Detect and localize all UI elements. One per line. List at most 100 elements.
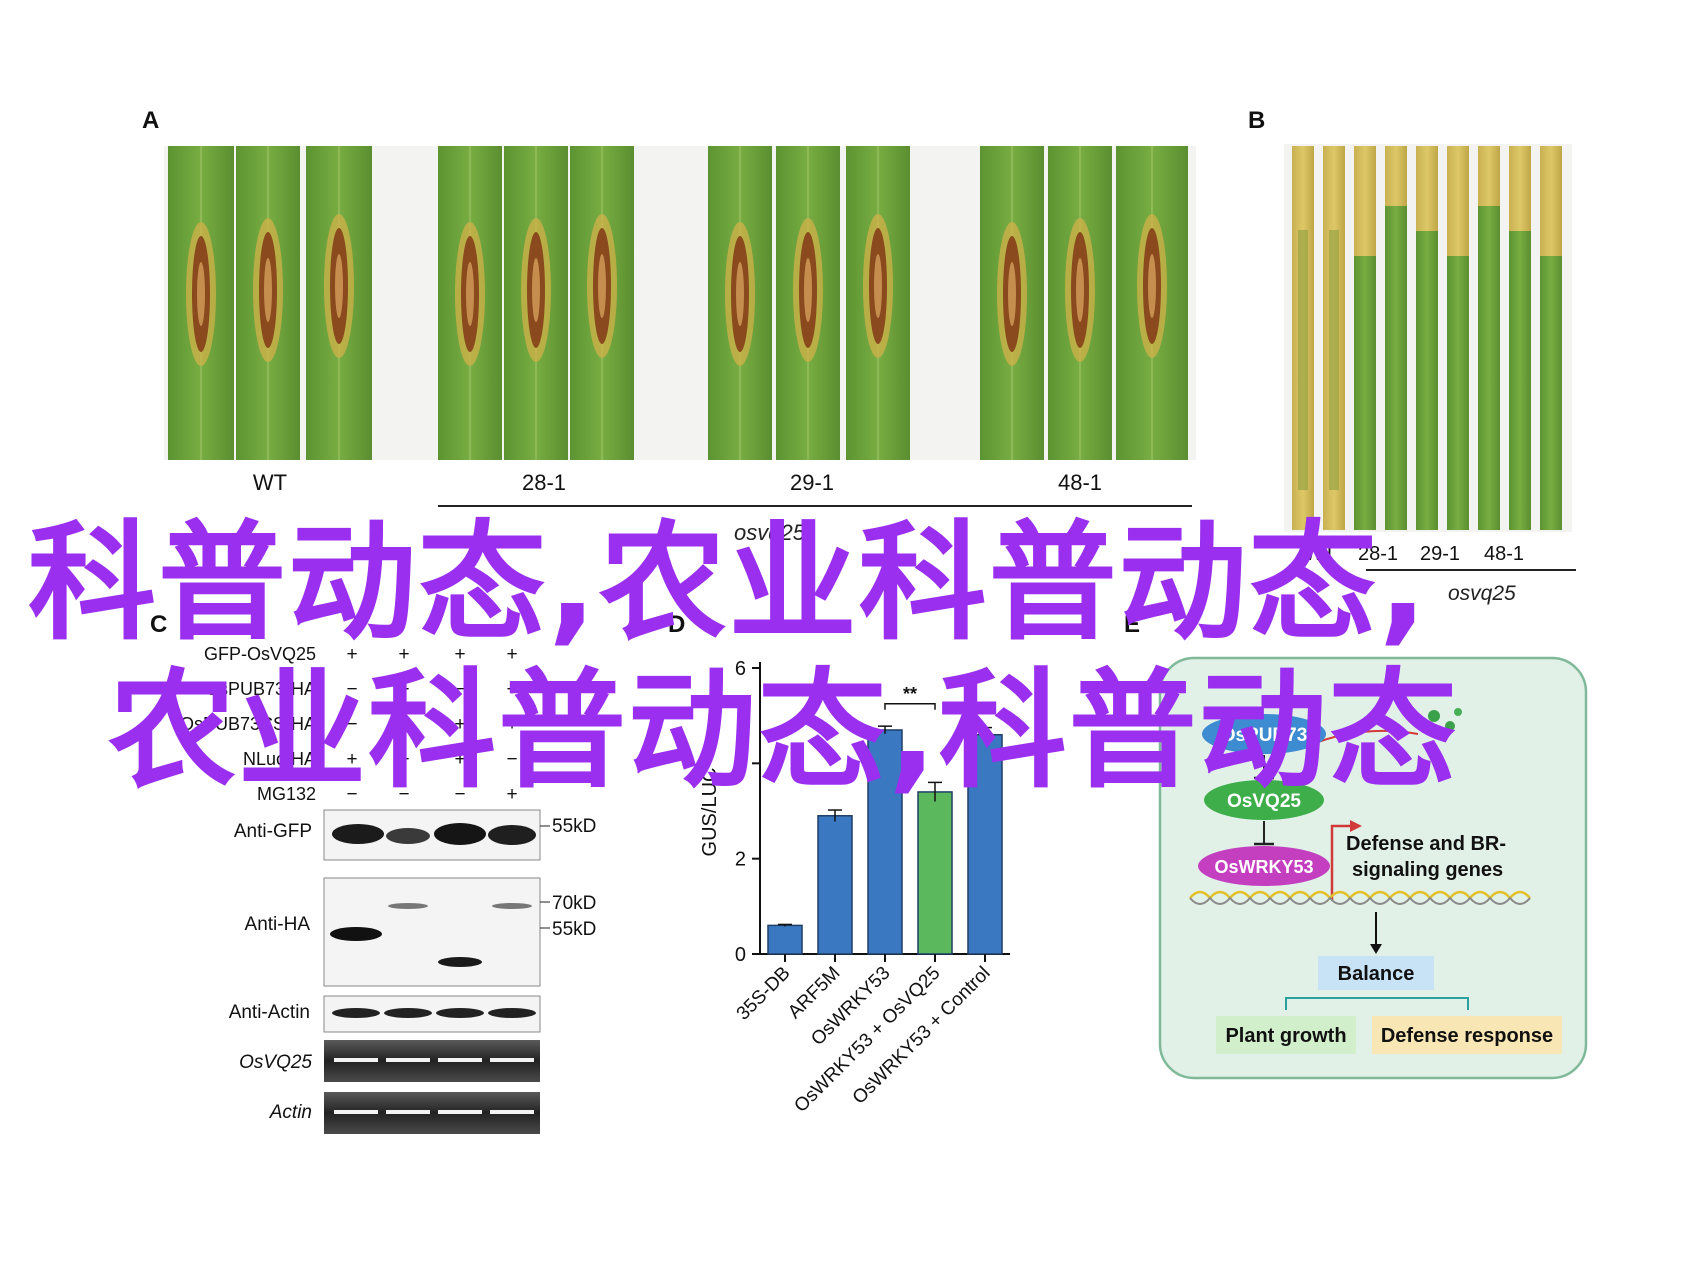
panel-c-letter: C: [150, 611, 167, 638]
band: [386, 1058, 430, 1062]
band: [490, 1110, 534, 1114]
condition-sign: +: [346, 644, 357, 665]
condition-sign: +: [506, 784, 517, 805]
condition-sign: −: [398, 784, 409, 805]
band: [438, 1058, 482, 1062]
rice-leaf: [776, 146, 840, 460]
panel-d: D 0246GUS/LUC35S-DBARF5MOsWRKY53OsWRKY53…: [668, 611, 1010, 1117]
rice-leaf: [1447, 146, 1469, 530]
rice-leaf: [1540, 146, 1562, 530]
bar: [967, 733, 1003, 955]
band: [492, 903, 532, 909]
band: [488, 825, 536, 845]
condition-sign: +: [398, 644, 409, 665]
blot-label-anti-ha: Anti-HA: [245, 914, 311, 935]
rice-leaf: [1354, 146, 1376, 530]
leaf-tip-yellowing: [1509, 146, 1531, 231]
lesion-center: [532, 258, 540, 322]
pathogen-dot: [1454, 708, 1462, 716]
gel-osvq25-bands: [334, 1058, 534, 1062]
condition-sign: −: [398, 749, 409, 770]
condition-label: MG132: [257, 784, 316, 804]
blot-anti-ha-bands: [330, 903, 532, 967]
lesion-center: [736, 262, 744, 326]
band: [488, 1008, 536, 1018]
dna-helix: [1189, 890, 1531, 905]
condition-label: OsPUB73CS-HA: [180, 714, 316, 734]
condition-label: GFP-OsVQ25: [204, 644, 316, 664]
marker-label-55kd: 55kD: [552, 816, 596, 837]
blot-anti-actin-bands: [332, 1008, 536, 1018]
condition-label: NLuc-HA: [243, 749, 316, 769]
marker-label-55kd-2: 55kD: [552, 919, 596, 940]
condition-row: OsPUB73-HA − + − +: [205, 679, 518, 700]
lesion-center: [804, 258, 812, 322]
pathogen-dot: [1422, 724, 1430, 732]
significance-label: **: [903, 684, 917, 704]
node-ospub73-label: OsPUB73: [1221, 725, 1308, 746]
lesion-center: [466, 262, 474, 326]
panel-a-group-labels: WT 28-1 29-1 48-1: [253, 470, 1102, 495]
panel-b-letter: B: [1248, 107, 1265, 134]
condition-sign: +: [454, 644, 465, 665]
leaf-tip-yellowing: [1354, 146, 1376, 256]
node-target-genes-label: Defense and BR- signaling genes: [1346, 833, 1512, 881]
rice-leaf: [1416, 146, 1438, 530]
lesion-center: [1148, 254, 1156, 318]
condition-sign: +: [454, 749, 465, 770]
condition-row: MG132 − − − +: [257, 784, 518, 805]
lesion-center: [598, 254, 606, 318]
balance-bracket: [1285, 997, 1469, 1010]
panel-a-letter: A: [142, 107, 159, 134]
condition-sign: +: [454, 714, 465, 735]
node-osvq25: [1204, 780, 1324, 820]
panel-c: C GFP-OsVQ25 + + + +OsPUB73-HA − + − +OsPUB73CS-…: [150, 611, 596, 1134]
band: [434, 823, 486, 845]
flow-arrowhead: [1370, 944, 1382, 954]
rice-leaf: [1385, 146, 1407, 530]
pathogen-cluster: [1422, 708, 1462, 739]
lesion-center: [335, 254, 343, 318]
marker-label-70kd: 70kD: [552, 893, 596, 914]
condition-sign: +: [506, 644, 517, 665]
condition-sign: −: [346, 714, 357, 735]
band: [490, 1058, 534, 1062]
blot-label-anti-actin: Anti-Actin: [229, 1002, 310, 1023]
node-ospub73: [1202, 714, 1326, 754]
node-balance: [1318, 956, 1434, 990]
rice-leaf: [1478, 146, 1500, 530]
pathogen-dot: [1428, 710, 1440, 722]
band: [386, 828, 430, 844]
panel-e-letter: E: [1124, 611, 1140, 638]
panel-b-group-label: WT: [1304, 543, 1335, 565]
blot-anti-gfp-bands: [332, 823, 536, 845]
rice-leaf: [1323, 146, 1345, 530]
leaf-tip-yellowing: [1385, 146, 1407, 206]
model-diagram-frame: [1158, 656, 1588, 1080]
rice-leaf: [438, 146, 502, 460]
panel-b-group-label: 28-1: [1358, 543, 1398, 565]
leaf-tip-yellowing: [1416, 146, 1438, 231]
target-genes-line1: Defense and BR-: [1346, 833, 1506, 855]
panel-a-group-label: WT: [253, 470, 287, 495]
panel-a-group-label: 28-1: [522, 470, 566, 495]
node-balance-label: Balance: [1338, 963, 1415, 985]
rice-leaf: [504, 146, 568, 460]
band: [334, 1058, 378, 1062]
leaf-tip-yellowing: [1540, 146, 1562, 256]
rice-leaf: [236, 146, 300, 460]
panel-b-group-label: 48-1: [1484, 543, 1524, 565]
band: [384, 1008, 432, 1018]
bar: [817, 815, 853, 955]
activation-arrowhead: [1350, 820, 1362, 832]
leaf-tip-yellowing: [1447, 146, 1469, 256]
band: [332, 824, 384, 844]
panel-b: B WT 28-1 29-1 48-1 osvq25: [1248, 107, 1576, 605]
panel-c-condition-rows: GFP-OsVQ25 + + + +OsPUB73-HA − + − +OsPUB73CS-HA…: [180, 644, 518, 805]
panel-a-bracket-label: osvq25: [734, 520, 806, 545]
band: [436, 1008, 484, 1018]
condition-label: OsPUB73-HA: [205, 679, 316, 699]
y-tick-label: 0: [735, 944, 746, 966]
